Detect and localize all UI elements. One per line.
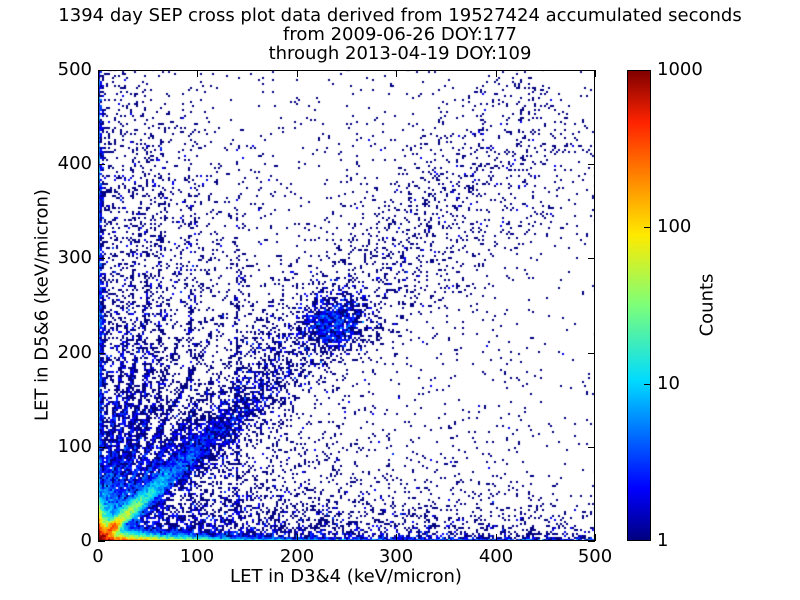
plot-border bbox=[98, 70, 595, 541]
y-tick-right bbox=[588, 70, 595, 71]
y-tick-label: 200 bbox=[57, 342, 92, 363]
y-tick-label: 0 bbox=[80, 530, 92, 551]
y-tick bbox=[98, 70, 105, 71]
y-tick-label: 500 bbox=[57, 59, 92, 80]
x-tick bbox=[595, 534, 596, 541]
y-tick-right bbox=[588, 541, 595, 542]
y-tick bbox=[98, 541, 105, 542]
y-tick-label: 100 bbox=[57, 436, 92, 457]
x-tick bbox=[396, 534, 397, 541]
colorbar-tick bbox=[644, 384, 650, 385]
colorbar bbox=[627, 70, 651, 541]
y-tick-label: 300 bbox=[57, 247, 92, 268]
y-tick bbox=[98, 353, 105, 354]
chart-title: 1394 day SEP cross plot data derived fro… bbox=[0, 6, 800, 63]
colorbar-tick-label: 1000 bbox=[657, 59, 703, 80]
x-tick-top bbox=[98, 70, 99, 77]
y-tick-label: 400 bbox=[57, 153, 92, 174]
y-axis-label: LET in D5&6 (keV/micron) bbox=[31, 189, 53, 421]
x-tick bbox=[496, 534, 497, 541]
x-tick-label: 400 bbox=[478, 546, 514, 567]
x-tick-top bbox=[396, 70, 397, 77]
y-tick-right bbox=[588, 164, 595, 165]
colorbar-tick bbox=[644, 227, 650, 228]
x-tick bbox=[197, 534, 198, 541]
colorbar-tick-label: 10 bbox=[657, 373, 680, 394]
x-tick-label: 0 bbox=[92, 546, 104, 567]
x-tick-label: 300 bbox=[378, 546, 414, 567]
x-tick-label: 200 bbox=[279, 546, 315, 567]
x-tick-top bbox=[595, 70, 596, 77]
y-tick bbox=[98, 447, 105, 448]
x-tick-label: 500 bbox=[577, 546, 613, 567]
colorbar-label: Counts bbox=[696, 273, 718, 337]
title-line-3: through 2013-04-19 DOY:109 bbox=[268, 43, 532, 64]
title-line-1: 1394 day SEP cross plot data derived fro… bbox=[58, 5, 742, 26]
x-axis-label: LET in D3&4 (keV/micron) bbox=[230, 566, 462, 587]
y-tick-right bbox=[588, 353, 595, 354]
x-tick-top bbox=[197, 70, 198, 77]
x-tick-label: 100 bbox=[179, 546, 215, 567]
title-line-2: from 2009-06-26 DOY:177 bbox=[282, 24, 517, 45]
colorbar-tick-label: 100 bbox=[657, 216, 692, 237]
y-tick bbox=[98, 164, 105, 165]
y-tick-right bbox=[588, 258, 595, 259]
x-tick-top bbox=[496, 70, 497, 77]
x-tick-top bbox=[297, 70, 298, 77]
y-tick-right bbox=[588, 447, 595, 448]
x-tick bbox=[297, 534, 298, 541]
heatmap-canvas bbox=[98, 70, 595, 541]
y-tick bbox=[98, 258, 105, 259]
colorbar-tick-label: 1 bbox=[657, 530, 669, 551]
x-tick bbox=[98, 534, 99, 541]
